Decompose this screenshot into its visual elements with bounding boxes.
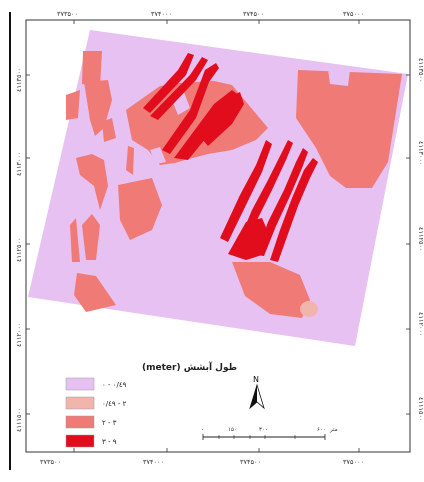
- legend-title: طول آبشش (meter): [142, 361, 237, 373]
- scale-bar: ۰ ۱۵۰ ۳۰۰ ۶۰۰ متر: [201, 427, 338, 440]
- zone-class-3-group: [66, 51, 402, 318]
- zone-class-3: [76, 154, 108, 210]
- north-arrow-icon-half: [250, 385, 257, 408]
- bottom-tick-label: ۳۷۳۵۰۰: [40, 458, 61, 466]
- legend-swatch: [65, 377, 95, 391]
- bottom-tick-label: ۳۷۵۰۰۰: [343, 458, 364, 466]
- right-tick-label: ٤١١١٥٠٠: [417, 397, 424, 421]
- zone-class-4: [150, 57, 208, 120]
- zone-class-3: [118, 178, 162, 240]
- zone-class-1-island: [328, 69, 350, 86]
- zone-class-3: [82, 214, 100, 260]
- right-axis: ٤١١٣٥٠٠ ٤١١٣٠٠٠ ٤١١٢٥٠٠ ٤١١٢٠٠٠ ٤١١١٥٠٠: [406, 58, 424, 421]
- right-tick-label: ٤١١٣٥٠٠: [417, 58, 424, 82]
- zone-class-4: [228, 218, 268, 260]
- top-axis: ۳۷۳۵۰۰ ۳۷۴۰۰۰ ۳۷۴۵۰۰ ۳۷۵۰۰۰: [57, 10, 364, 24]
- right-tick-label: ٤١١٢٠٠٠: [417, 312, 424, 336]
- right-tick-label: ٤١١٢٥٠٠: [417, 227, 424, 251]
- zone-class-3: [102, 118, 116, 142]
- zone-class-3: [74, 273, 116, 312]
- legend-label: ۲ - ۳: [102, 419, 117, 427]
- north-arrow: N: [249, 375, 265, 410]
- left-tick-label: ٤١١٢٥٠٠: [15, 238, 23, 262]
- left-tick-label: ٤١١٢٠٠٠: [15, 323, 23, 347]
- zone-class-4: [143, 53, 194, 113]
- left-border-bar: [9, 12, 11, 470]
- left-axis: ٤١١٣٥٠٠ ٤١١٣٠٠٠ ٤١١٢٥٠٠ ٤١١٢٠٠٠ ٤١١١٥٠٠: [15, 68, 30, 432]
- bottom-tick-label: ۳۷۴۵۰۰: [240, 458, 261, 466]
- legend-label: ۰ - ۰/٤۹: [102, 381, 127, 389]
- zone-class-4: [196, 92, 244, 146]
- zone-class-4: [270, 158, 318, 262]
- zone-class-2: [300, 301, 318, 317]
- right-tick-label: ٤١١٣٠٠٠: [417, 141, 424, 165]
- legend-swatch: [65, 396, 95, 410]
- map-frame: [25, 19, 411, 453]
- left-tick-label: ٤١١٣٠٠٠: [15, 152, 23, 176]
- zone-class-3: [126, 146, 134, 175]
- legend: طول آبشش (meter) ۰ - ۰/٤۹ ۰/٤۹ - ۲ ۲ - ۳…: [65, 361, 237, 448]
- zone-class-4: [162, 63, 219, 154]
- zone-class-3: [66, 90, 80, 120]
- legend-label: ۳ - ۹: [102, 438, 117, 446]
- north-label: N: [253, 375, 259, 384]
- scale-bar-label: ۱۵۰: [228, 427, 237, 433]
- top-tick-label: ۳۷۴۵۰۰: [243, 10, 264, 18]
- top-tick-label: ۳۷۵۰۰۰: [343, 10, 364, 18]
- map-area: [28, 30, 408, 346]
- top-tick-label: ۳۷۳۵۰۰: [57, 10, 78, 18]
- scale-bar-label: ۰: [201, 427, 204, 433]
- zone-class-1-island: [150, 147, 166, 164]
- left-tick-label: ٤١١١٥٠٠: [15, 408, 23, 432]
- left-tick-label: ٤١١٣٥٠٠: [15, 68, 23, 92]
- scale-bar-unit: متر: [329, 427, 338, 433]
- zone-class-4: [220, 140, 272, 242]
- bottom-tick-label: ۳۷۴۰۰۰: [143, 458, 164, 466]
- zone-class-4-group: [143, 53, 318, 262]
- legend-label: ۰/٤۹ - ۲: [102, 400, 127, 408]
- bottom-axis: ۳۷۳۵۰۰ ۳۷۴۰۰۰ ۳۷۴۵۰۰ ۳۷۵۰۰۰: [40, 448, 364, 466]
- legend-swatch: [65, 415, 95, 429]
- zone-class-3: [70, 218, 80, 262]
- scale-bar-label: ۳۰۰: [259, 427, 268, 433]
- legend-swatch: [65, 434, 95, 448]
- zone-class-3: [296, 70, 402, 188]
- scale-bar-label: ۶۰۰: [317, 427, 326, 433]
- zone-class-3: [232, 262, 310, 318]
- zone-class-4: [256, 148, 308, 256]
- zone-class-3: [82, 51, 102, 87]
- top-tick-label: ۳۷۴۰۰۰: [151, 10, 172, 18]
